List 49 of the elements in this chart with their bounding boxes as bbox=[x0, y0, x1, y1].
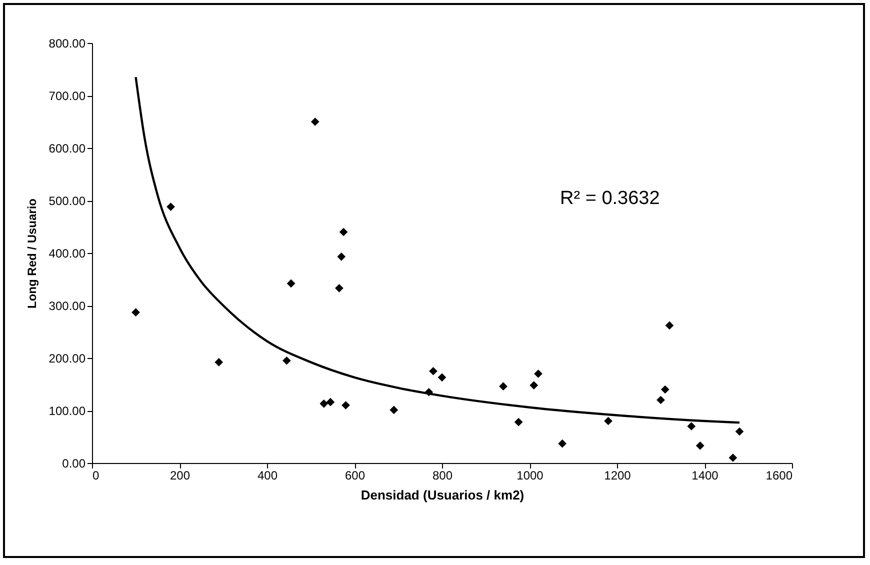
y-tick-label: 700.00 bbox=[48, 89, 86, 103]
y-tick-label: 300.00 bbox=[48, 299, 86, 313]
point bbox=[665, 321, 674, 330]
point bbox=[530, 381, 538, 390]
y-tick-label: 600.00 bbox=[48, 142, 86, 156]
point bbox=[310, 118, 320, 126]
point bbox=[339, 228, 348, 236]
point bbox=[286, 279, 296, 288]
point bbox=[696, 441, 704, 450]
point bbox=[687, 422, 696, 430]
point bbox=[604, 416, 612, 426]
y-tick-label: 400.00 bbox=[48, 246, 86, 260]
point bbox=[320, 399, 328, 408]
point bbox=[656, 396, 665, 404]
x-tick-label: 800 bbox=[432, 468, 453, 482]
x-tick-label: 1600 bbox=[766, 468, 793, 482]
y-tick-label: 0.00 bbox=[62, 456, 86, 470]
point bbox=[499, 382, 508, 391]
point bbox=[429, 366, 438, 376]
x-tick-label: 1200 bbox=[604, 468, 632, 482]
point bbox=[735, 427, 744, 436]
point bbox=[438, 373, 446, 382]
point bbox=[342, 401, 350, 410]
point bbox=[214, 358, 224, 366]
point bbox=[132, 308, 140, 317]
point bbox=[335, 284, 344, 292]
x-tick-label: 0 bbox=[92, 468, 100, 482]
x-tick-label: 200 bbox=[170, 468, 190, 482]
x-axis-title: Densidad (Usuarios / km2) bbox=[360, 488, 524, 502]
annotation: R² = 0.3632 bbox=[560, 188, 660, 209]
point bbox=[326, 398, 335, 406]
point bbox=[514, 418, 523, 426]
point bbox=[337, 252, 346, 261]
x-tick-label: 1400 bbox=[692, 468, 719, 482]
point bbox=[282, 356, 291, 365]
point bbox=[534, 370, 542, 378]
point bbox=[166, 202, 175, 211]
y-tick-label: 800.00 bbox=[48, 36, 86, 50]
point bbox=[728, 454, 738, 462]
y-axis-title: Long Red / Usuario bbox=[24, 198, 39, 309]
y-tick-label: 200.00 bbox=[48, 352, 86, 366]
x-tick-label: 400 bbox=[257, 468, 278, 482]
x-tick-label: 1000 bbox=[516, 468, 544, 482]
y-tick-label: 500.00 bbox=[48, 194, 86, 208]
point bbox=[660, 385, 670, 394]
point bbox=[558, 439, 566, 448]
y-tick-label: 100.00 bbox=[48, 404, 86, 418]
x-tick-label: 600 bbox=[344, 468, 366, 482]
point bbox=[390, 406, 398, 414]
